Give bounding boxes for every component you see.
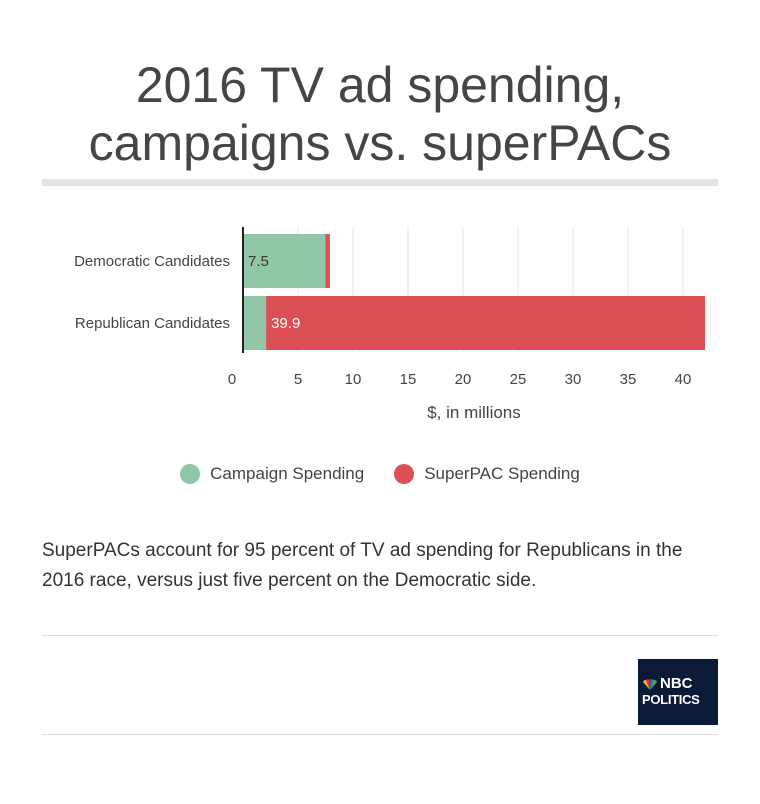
x-tick-label: 25 [510,371,527,388]
title-divider [42,179,718,186]
logo-politics-text: POLITICS [642,692,700,707]
caption-divider [42,635,718,636]
data-label: 39.9 [271,315,300,332]
footer-divider [42,734,718,735]
bar-segment-superpac [325,234,330,288]
x-tick-label: 35 [620,371,637,388]
peacock-icon [643,678,657,690]
bar-segment-campaign [243,234,326,288]
nbc-politics-logo: NBC POLITICS [638,659,718,725]
chart-caption: SuperPACs account for 95 percent of TV a… [42,540,683,591]
x-tick-label: 30 [565,371,582,388]
legend-swatch-campaign [180,464,201,484]
logo-nbc-text: NBC [660,675,693,692]
x-tick-label: 40 [675,371,692,388]
bar-segment-campaign [243,296,267,350]
category-label: Democratic Candidates [74,253,230,270]
legend-swatch-superpac [394,464,415,484]
logo-top-row: NBC [642,676,693,692]
x-tick-label: 10 [345,371,362,388]
bar-chart: Democratic Candidates 7.5 Republican Candi… [74,227,705,422]
bar-segment-superpac [266,296,705,350]
legend-item-campaign: Campaign Spending [180,464,364,484]
category-label: Republican Candidates [75,315,230,332]
chart-title: 2016 TV ad spending, campaigns vs. super… [0,56,760,172]
chart-legend: Campaign Spending SuperPAC Spending [0,464,760,484]
x-tick-label: 5 [294,371,302,388]
x-axis-title: $, in millions [427,403,521,422]
x-tick-label: 0 [228,371,236,388]
legend-label-campaign: Campaign Spending [210,464,365,483]
x-tick-label: 20 [455,371,472,388]
chart-title-line-2: campaigns vs. superPACs [88,115,672,171]
data-label: 7.5 [248,253,269,270]
x-tick-label: 15 [400,371,417,388]
chart-title-line-1: 2016 TV ad spending, [135,57,625,113]
legend-label-superpac: SuperPAC Spending [424,464,580,483]
legend-item-superpac: SuperPAC Spending [394,464,580,484]
